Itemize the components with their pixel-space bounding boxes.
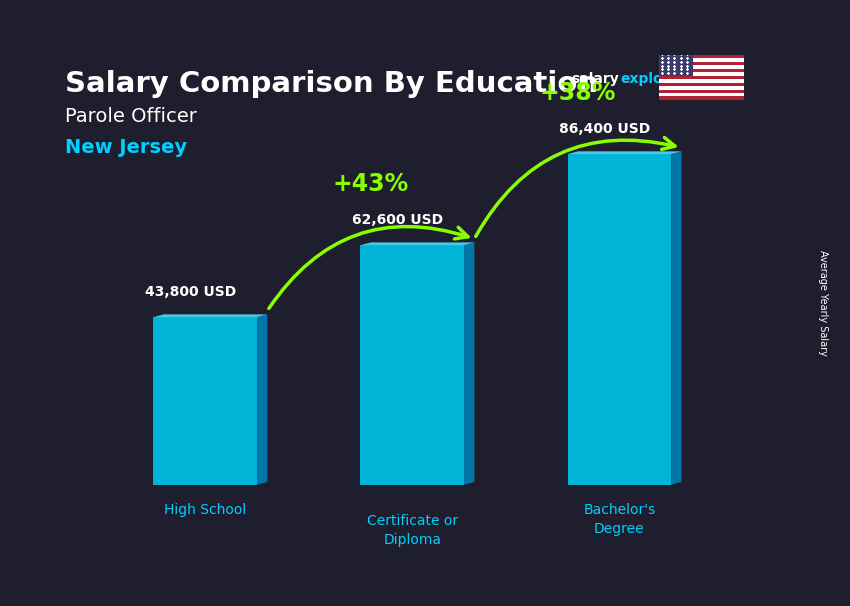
Text: 62,600 USD: 62,600 USD	[352, 213, 443, 227]
Polygon shape	[360, 242, 474, 245]
Text: Salary Comparison By Education: Salary Comparison By Education	[65, 70, 598, 98]
Text: 43,800 USD: 43,800 USD	[144, 285, 236, 299]
Text: High School: High School	[164, 503, 246, 517]
Bar	[153, 317, 257, 485]
Text: explorer: explorer	[620, 72, 686, 86]
Text: salary: salary	[571, 72, 619, 86]
Bar	[568, 154, 671, 485]
Bar	[659, 55, 693, 76]
Text: Bachelor's
Degree: Bachelor's Degree	[583, 503, 655, 536]
Polygon shape	[568, 152, 682, 154]
Bar	[659, 93, 744, 96]
Text: Certificate or
Diploma: Certificate or Diploma	[366, 514, 458, 547]
Text: +43%: +43%	[332, 172, 409, 196]
Polygon shape	[672, 152, 682, 485]
Bar	[659, 72, 744, 76]
Text: Average Yearly Salary: Average Yearly Salary	[818, 250, 828, 356]
Bar	[659, 55, 744, 58]
Text: +38%: +38%	[540, 81, 616, 105]
Text: Parole Officer: Parole Officer	[65, 107, 196, 125]
Bar	[659, 68, 744, 72]
Text: New Jersey: New Jersey	[65, 138, 187, 156]
Polygon shape	[464, 242, 474, 485]
Bar	[659, 76, 744, 79]
Bar	[659, 86, 744, 90]
Bar	[659, 58, 744, 62]
Bar	[659, 62, 744, 65]
Bar	[659, 90, 744, 93]
Text: .com: .com	[682, 72, 719, 86]
Bar	[659, 82, 744, 86]
Text: 86,400 USD: 86,400 USD	[559, 122, 650, 136]
Bar	[659, 65, 744, 68]
Polygon shape	[257, 315, 267, 485]
Bar	[659, 96, 744, 100]
Polygon shape	[153, 315, 267, 317]
Bar	[659, 79, 744, 82]
Bar	[360, 245, 464, 485]
